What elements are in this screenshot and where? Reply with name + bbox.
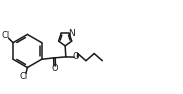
Text: Cl: Cl bbox=[20, 72, 28, 81]
Text: N: N bbox=[68, 28, 75, 38]
Text: O: O bbox=[72, 52, 79, 61]
Text: O: O bbox=[51, 64, 58, 73]
Text: Cl: Cl bbox=[2, 31, 10, 40]
